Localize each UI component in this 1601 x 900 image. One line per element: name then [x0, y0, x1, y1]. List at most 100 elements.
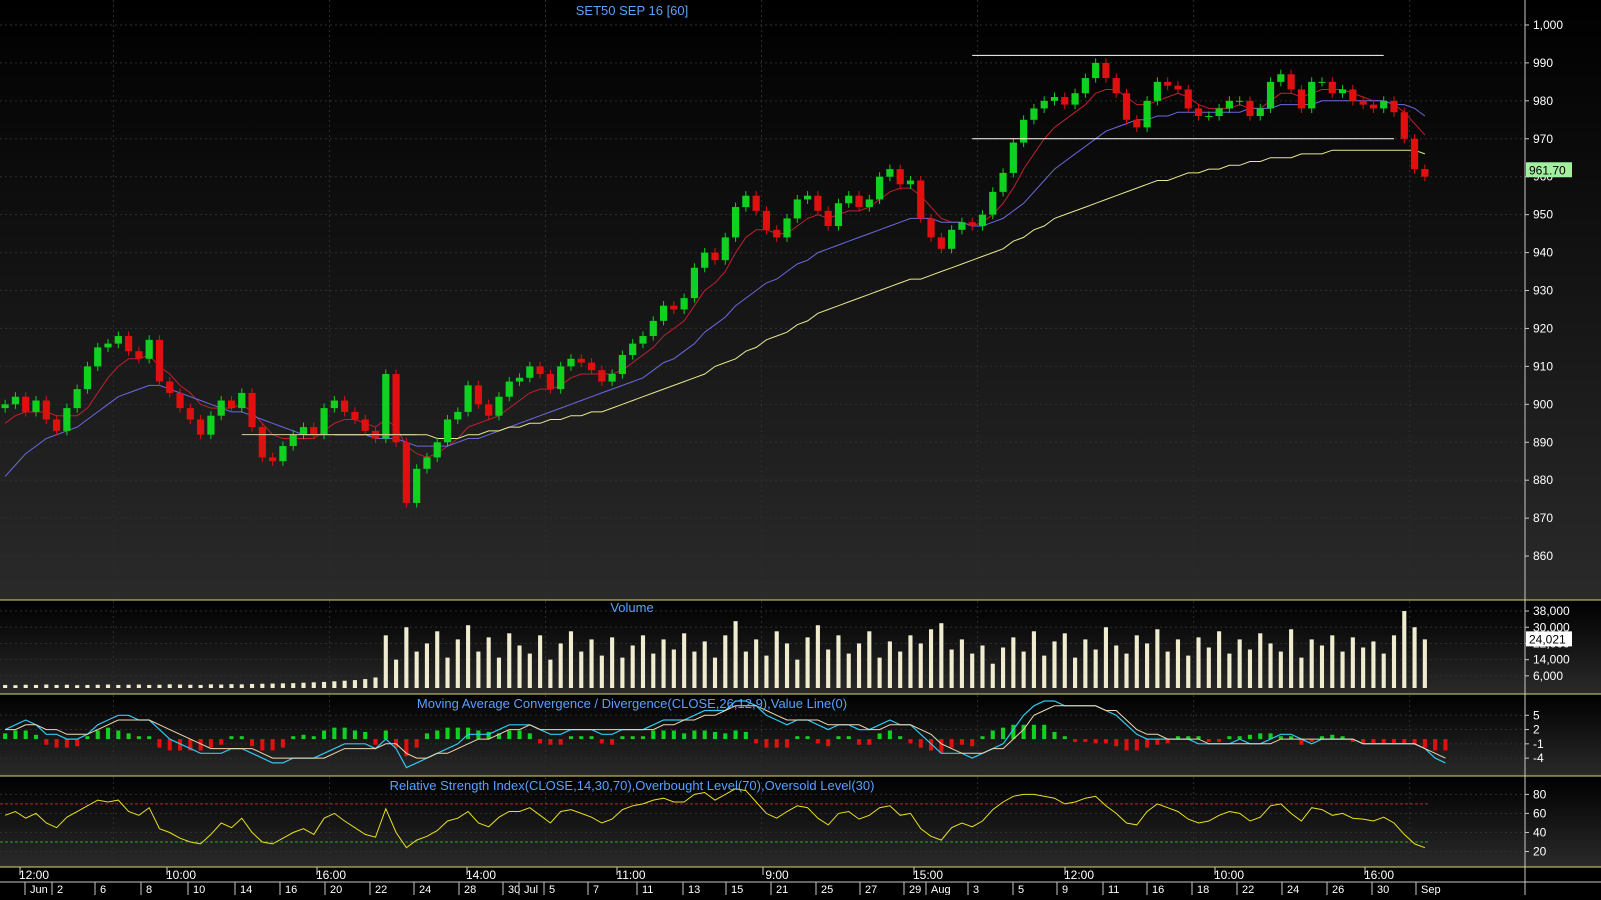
- volume-bar: [671, 649, 676, 688]
- candle-body: [855, 195, 863, 208]
- volume-bar: [136, 684, 141, 688]
- macd-histogram-bar: [1052, 731, 1057, 740]
- candle-body: [207, 415, 215, 435]
- x-date-label: 13: [688, 884, 700, 895]
- volume-bar: [352, 680, 357, 688]
- macd-histogram-bar: [1021, 724, 1026, 740]
- volume-bar: [394, 659, 399, 688]
- candle-body: [166, 381, 174, 393]
- candle-body: [845, 195, 853, 204]
- macd-histogram-bar: [1001, 727, 1006, 740]
- volume-bar: [908, 635, 913, 688]
- x-date-label: 14: [240, 884, 252, 895]
- volume-bar: [126, 684, 131, 688]
- candle-body: [42, 400, 50, 420]
- y-tick-label: 920: [1533, 321, 1553, 335]
- macd-histogram-bar: [928, 739, 934, 751]
- candle-body: [587, 362, 596, 371]
- signal-line: [5, 705, 1446, 759]
- macd-histogram-bar: [1237, 736, 1242, 740]
- candle-body: [958, 222, 966, 230]
- candle-body: [22, 396, 30, 412]
- volume-bars: [3, 611, 1427, 688]
- price-pane-title: SET50 SEP 16 [60]: [576, 3, 689, 18]
- macd-histogram-bar: [1134, 739, 1139, 751]
- candle-body: [402, 442, 410, 503]
- candle-body: [485, 404, 493, 416]
- candle-body: [94, 347, 102, 367]
- macd-histogram-bar: [764, 739, 769, 748]
- y-tick-label: 1,000: [1533, 18, 1563, 32]
- candle-body: [896, 169, 904, 185]
- x-time-label: 10:00: [1214, 868, 1244, 882]
- macd-histogram-bar: [1433, 739, 1438, 751]
- macd-histogram-bar: [1031, 724, 1036, 740]
- candle-body: [1071, 93, 1079, 105]
- macd-histogram-bar: [990, 730, 995, 740]
- candle-body: [464, 385, 472, 412]
- volume-bar: [527, 653, 532, 688]
- candle-body: [1225, 100, 1233, 109]
- candle-body: [1256, 108, 1264, 117]
- volume-bar: [13, 685, 18, 688]
- macd-histogram-bar: [311, 736, 316, 740]
- volume-bar: [1278, 651, 1283, 688]
- volume-bar: [157, 684, 162, 688]
- volume-bar: [1402, 611, 1407, 688]
- volume-bar: [1031, 631, 1036, 688]
- macd-histogram-bar: [23, 730, 28, 740]
- macd-histogram-bar: [620, 736, 625, 740]
- macd-histogram-bar: [424, 733, 429, 740]
- candle-body: [433, 442, 441, 458]
- volume-bar: [1391, 635, 1397, 688]
- macd-histogram-bar: [836, 736, 841, 740]
- last-price-box: [1526, 162, 1572, 178]
- x-time-label: 9:00: [765, 868, 789, 882]
- x-date-label: 3: [973, 884, 979, 895]
- macd-histogram-bar: [435, 730, 440, 740]
- candle-body: [1112, 78, 1120, 94]
- candle-body: [474, 385, 482, 405]
- candle-body: [1081, 78, 1089, 94]
- y-tick-label: 5: [1533, 708, 1540, 722]
- candle-body: [104, 343, 112, 348]
- x-time-label: 15:00: [913, 868, 943, 882]
- volume-bar: [1196, 637, 1201, 688]
- candle-body: [495, 396, 503, 416]
- candle-body: [1297, 89, 1306, 109]
- macd-histogram-bar: [754, 739, 759, 744]
- macd-histogram-bar: [507, 730, 512, 740]
- volume-bar: [1227, 653, 1232, 688]
- candle-body: [1020, 119, 1028, 143]
- volume-bar: [712, 657, 718, 688]
- x-date-label: Jul: [524, 884, 538, 895]
- macd-histogram-bar: [898, 736, 903, 740]
- macd-histogram-bar: [826, 739, 831, 747]
- macd-histogram-bar: [1227, 736, 1232, 740]
- macd-histogram-bar: [1299, 739, 1304, 745]
- y-tick-label: 38,000: [1533, 604, 1570, 618]
- volume-bar: [1165, 651, 1170, 688]
- x-date-label: 10: [193, 884, 205, 895]
- candle-body: [217, 400, 225, 416]
- x-date-label: 18: [1197, 884, 1209, 895]
- y-tick-label: 880: [1533, 473, 1553, 487]
- macd-histogram-bar: [1083, 739, 1088, 742]
- macd-histogram-bar: [784, 739, 790, 748]
- candle-body: [917, 180, 925, 219]
- candle-body: [762, 210, 771, 230]
- macd-histogram-bar: [1350, 739, 1355, 742]
- volume-bar: [1001, 647, 1006, 688]
- volume-bar: [959, 639, 964, 688]
- candle-body: [299, 427, 308, 435]
- candle-body: [886, 169, 894, 177]
- candle-body: [876, 176, 884, 200]
- candle-body: [1410, 138, 1419, 170]
- y-tick-label: 910: [1533, 359, 1553, 373]
- volume-bar: [1350, 637, 1355, 688]
- macd-histogram-bar: [157, 739, 162, 748]
- macd-histogram-bar: [1371, 739, 1376, 744]
- volume-bar: [373, 677, 378, 688]
- volume-bar: [208, 684, 213, 688]
- candle-body: [1328, 81, 1336, 94]
